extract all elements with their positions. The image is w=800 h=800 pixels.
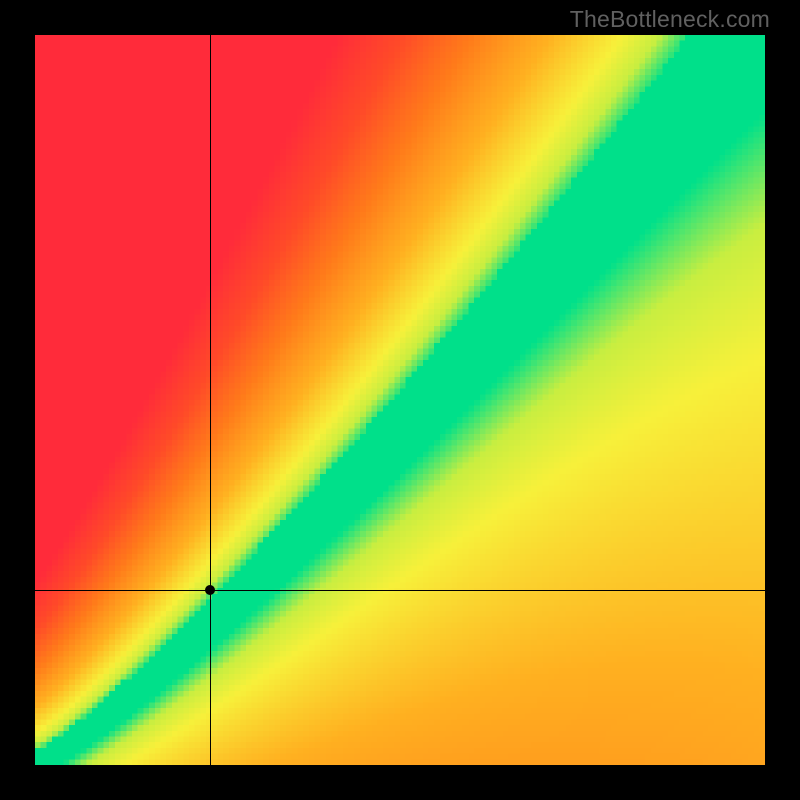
crosshair-marker (205, 585, 215, 595)
bottleneck-heatmap (35, 35, 765, 765)
crosshair-horizontal (35, 590, 765, 591)
watermark-text: TheBottleneck.com (570, 6, 770, 33)
heatmap-container (35, 35, 765, 765)
crosshair-vertical (210, 35, 211, 765)
